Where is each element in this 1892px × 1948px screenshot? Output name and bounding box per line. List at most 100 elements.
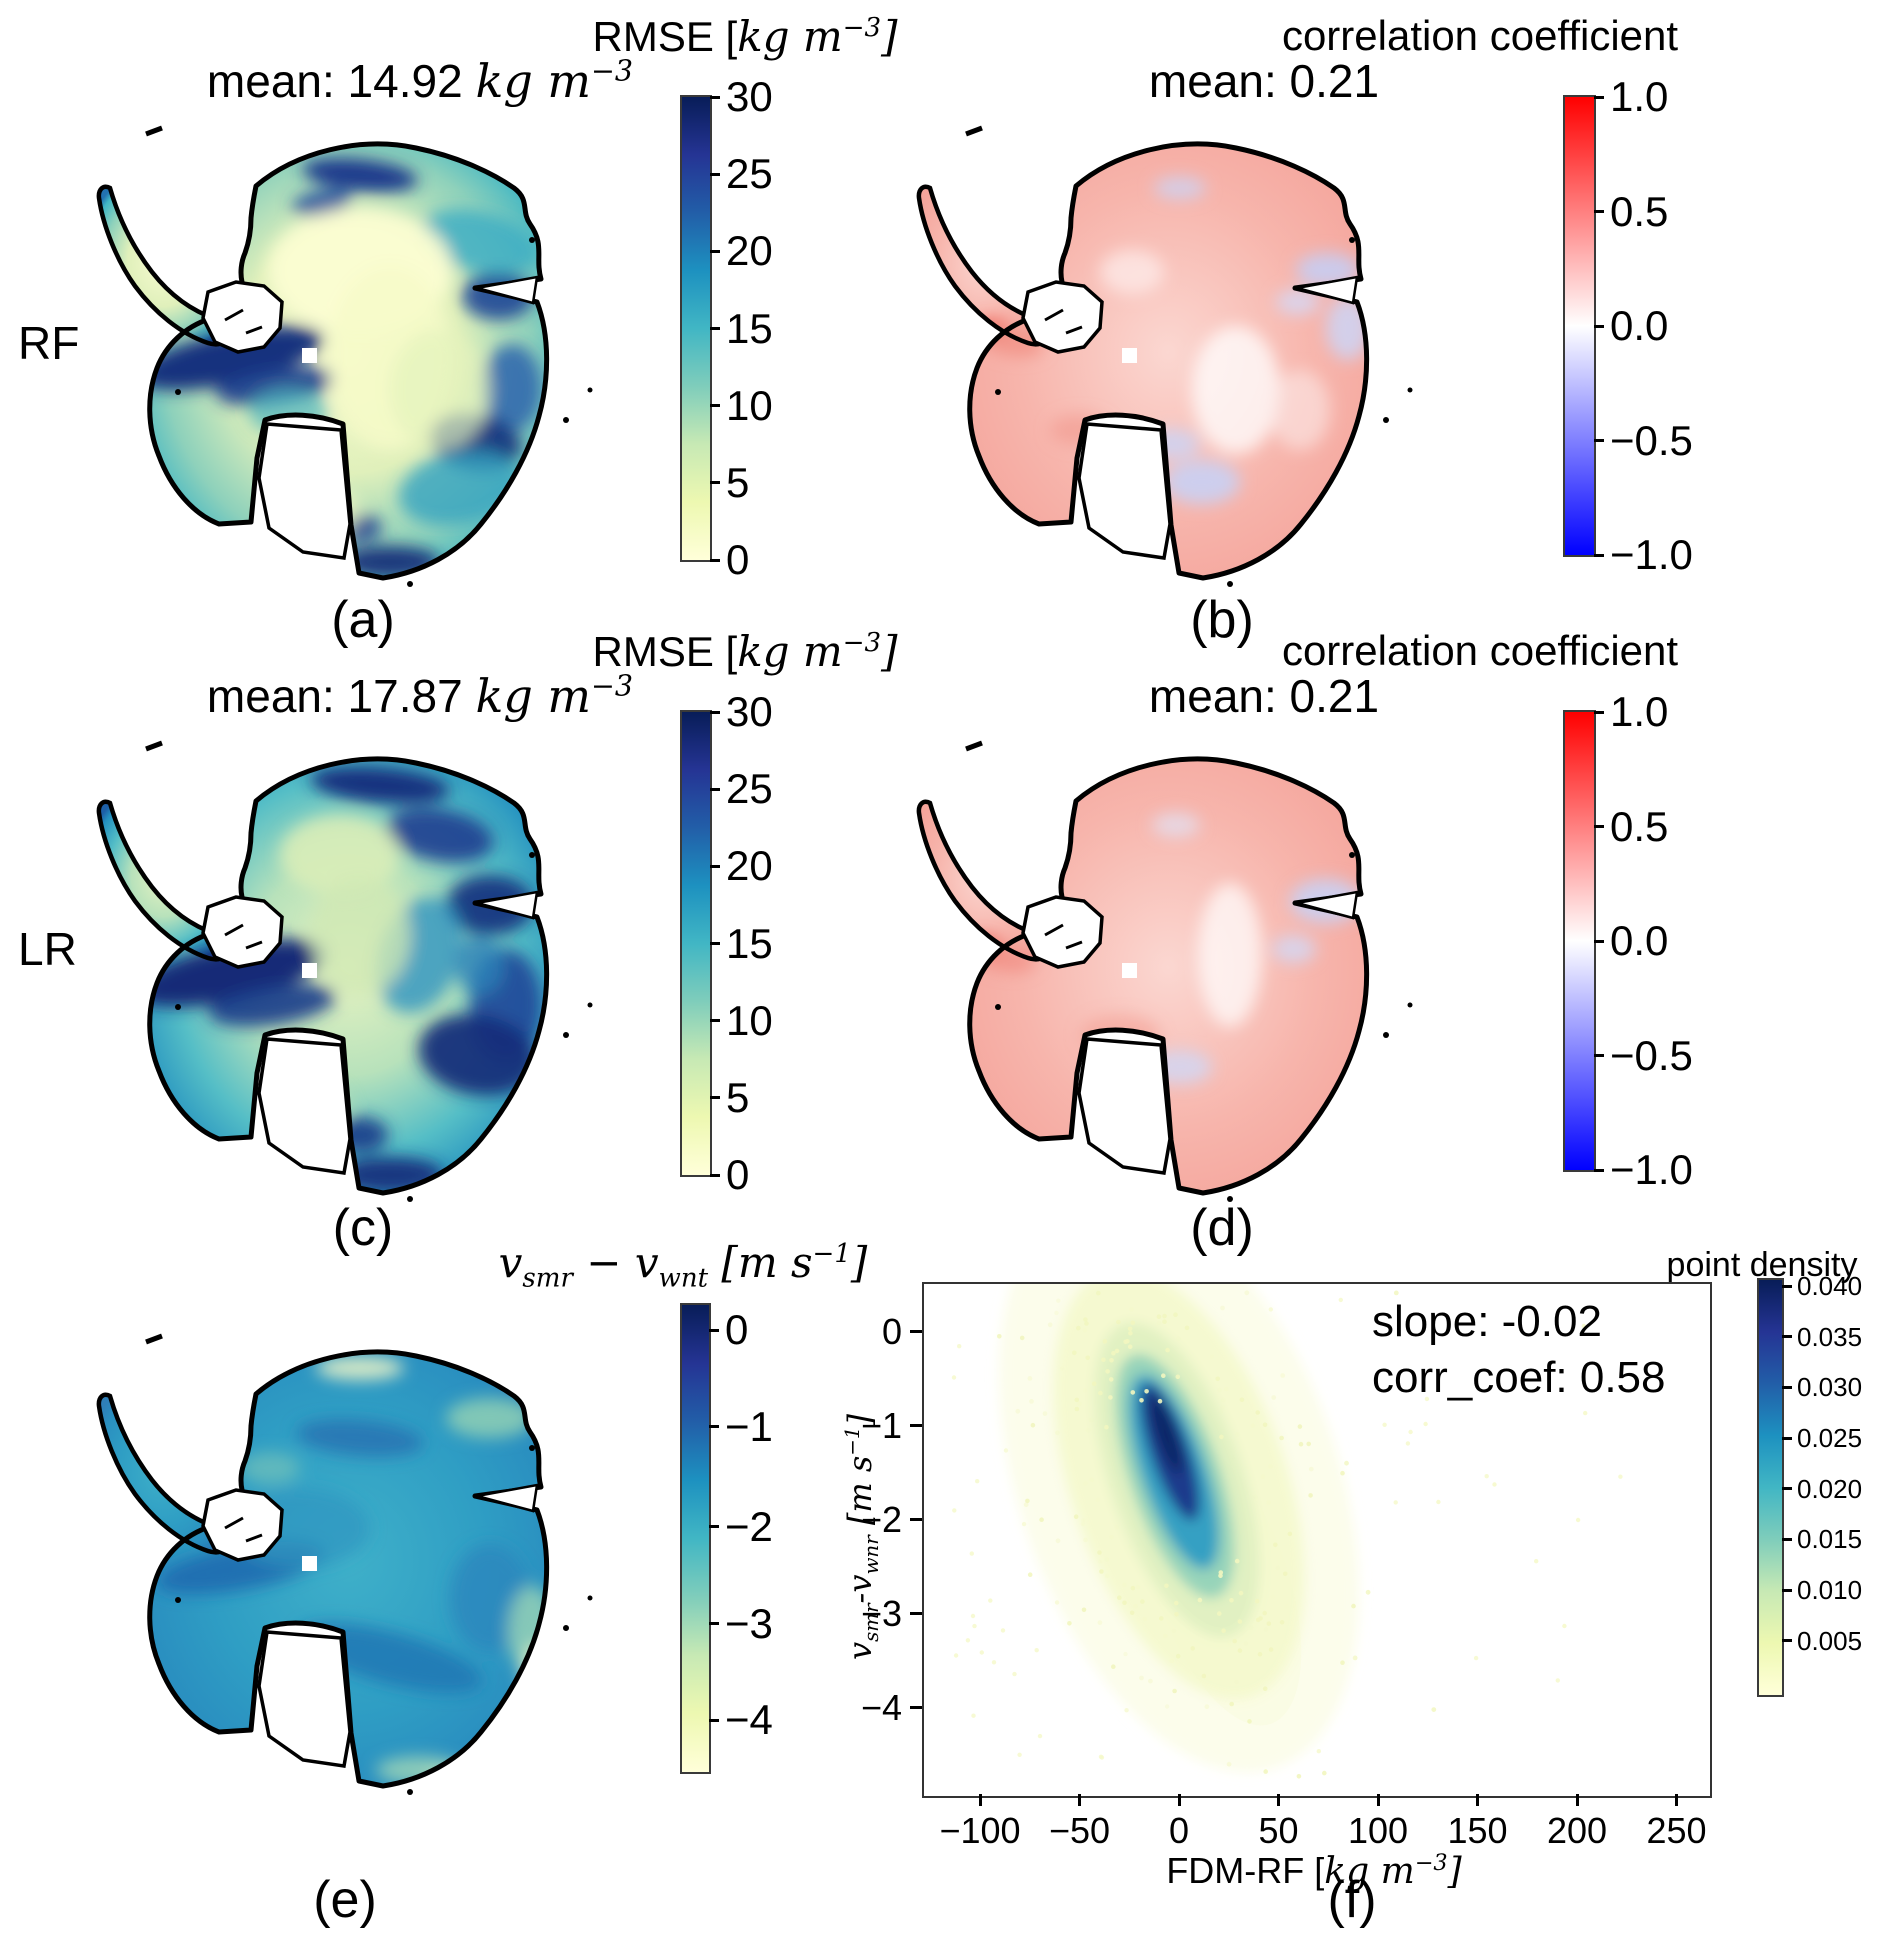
axis-tick-mark	[910, 1329, 922, 1333]
colorbar-tick-label: −3	[725, 1599, 773, 1647]
x-tick-label: 200	[1546, 1810, 1608, 1851]
mean-label-a: mean: 14.92 kg m−3	[207, 54, 633, 108]
colorbar-tick: 0.015	[1782, 1526, 1862, 1552]
map-antarctica-corr-lr	[880, 705, 1480, 1225]
colorbar-tick-label: 20	[726, 227, 773, 275]
colorbar-tick-label: 0.035	[1797, 1321, 1863, 1352]
colorbar-tick: −0.5	[1594, 419, 1693, 462]
colorbar-vdiff-e: 0 −1 −2 −3 −4	[680, 1303, 773, 1774]
colorbar-tick: 0.5	[1594, 187, 1669, 235]
axis-tick-mark	[1476, 1794, 1479, 1806]
colorbar-tick: −0.5	[1594, 1034, 1693, 1077]
colorbar-tick-mark	[1594, 710, 1604, 714]
colorbar-tick: −1.0	[1594, 1149, 1693, 1191]
colorbar-tick-mark	[710, 481, 720, 485]
colorbar-tick-mark	[709, 1328, 719, 1332]
colorbar-tick-mark	[1594, 439, 1604, 442]
label-fragment: ]	[850, 1238, 868, 1287]
label-fragment: [	[840, 1512, 879, 1536]
map-antarctica-rmse-rf	[60, 90, 660, 610]
colorbar-tick-label: 10	[726, 996, 773, 1044]
colorbar-tick-label: 0.5	[1610, 187, 1669, 235]
x-axis-label: FDM-RF [kg m−3]	[1166, 1850, 1461, 1892]
colorbar-tick: 25	[710, 153, 773, 195]
colorbar-tick-mark	[1594, 324, 1604, 328]
colorbar-tick: −1	[709, 1402, 773, 1450]
colorbar-tick-mark	[710, 787, 720, 791]
colorbar-tick: −4	[709, 1699, 773, 1741]
axis-tick-mark	[1078, 1794, 1081, 1806]
x-tick-label: −100	[939, 1810, 1021, 1851]
colorbar-title-vdiff-e: vsmr − vwnt [m s−1]	[499, 1238, 868, 1293]
label-fragment: smr	[860, 1603, 884, 1642]
colorbar-title-rmse-c: RMSE [kg m−3]	[593, 627, 898, 676]
x-tick-label: 150	[1447, 1810, 1508, 1851]
label-fragment: −3	[591, 54, 634, 88]
colorbar-tick-mark	[709, 1525, 719, 1529]
label-fragment: kg m	[737, 12, 843, 61]
colorbar-tick-mark	[710, 1173, 720, 1177]
colorbar-tick: 0.005	[1782, 1628, 1862, 1654]
colorbar-tick-mark	[710, 404, 720, 408]
label-fragment: −3	[1414, 1850, 1448, 1876]
colorbar-tick: 0.035	[1782, 1324, 1862, 1350]
colorbar-corr-b: 1.0 0.5 0.0 −0.5 −1.0	[1563, 76, 1693, 576]
colorbar-tick-mark	[1782, 1588, 1792, 1592]
colorbar-tick: 1.0	[1594, 76, 1668, 118]
axis-tick-mark	[910, 1705, 922, 1709]
x-tick-label: 250	[1646, 1810, 1707, 1851]
colorbar-tick-mark	[1594, 825, 1604, 828]
colorbar-tick-mark	[1782, 1385, 1792, 1389]
caption-b: (b)	[1190, 591, 1254, 649]
colorbar-tick: −3	[709, 1599, 773, 1647]
colorbar-tick: 0	[710, 539, 749, 581]
y-axis-label: vsmr-vwnr [m s−1]	[841, 1414, 883, 1660]
colorbar-tick-label: 30	[726, 73, 773, 120]
mean-label-c: mean: 17.87 kg m−3	[207, 669, 633, 723]
colorbar-tick: 0.030	[1782, 1374, 1862, 1400]
label-fragment: v	[840, 1641, 879, 1660]
colorbar-tick-label: −1	[725, 1402, 773, 1450]
label-fragment: v	[634, 1238, 659, 1287]
colorbar-tick-mark	[1782, 1284, 1792, 1288]
colorbar-tick: 10	[710, 996, 773, 1044]
colorbar-tick-mark	[1782, 1537, 1792, 1541]
colorbar-tick-mark	[710, 942, 720, 945]
colorbar-tick-label: −1.0	[1610, 1146, 1693, 1193]
colorbar-tick: 5	[710, 1076, 749, 1119]
colorbar-tick: 0.040	[1782, 1273, 1862, 1299]
colorbar-tick: 20	[710, 845, 773, 887]
row-label-rf: RF	[18, 317, 80, 369]
colorbar-tick-label: −4	[725, 1696, 773, 1744]
colorbar-tick-label: 0.020	[1797, 1473, 1863, 1504]
colorbar-tick: 15	[710, 307, 773, 350]
colorbar-tick-mark	[1594, 1168, 1604, 1172]
colorbar-tick-mark	[710, 1096, 720, 1100]
map-antarctica-corr-rf	[880, 90, 1480, 610]
colorbar-tick: 5	[710, 461, 749, 504]
colorbar-tick-label: 0.030	[1797, 1372, 1863, 1403]
label-fragment: kg m	[475, 54, 592, 108]
colorbar-tick: 20	[710, 230, 773, 272]
colorbar-tick-mark	[710, 95, 720, 99]
y-tick-label: −4	[860, 1687, 902, 1728]
colorbar-tick-mark	[1782, 1436, 1792, 1440]
colorbar-tick-mark	[710, 327, 720, 330]
colorbar-title-corr-d: correlation coefficient	[1281, 627, 1679, 674]
colorbar-tick-label: 25	[726, 765, 773, 813]
colorbar-tick-label: 0	[726, 1151, 750, 1198]
label-fragment: ]	[881, 12, 898, 61]
colorbar-tick-label: −2	[725, 1502, 773, 1550]
colorbar-tick-label: 1.0	[1610, 688, 1669, 735]
x-tick-label: 0	[1168, 1810, 1190, 1851]
row-label-lr: LR	[18, 923, 77, 975]
colorbar-tick: 0.010	[1782, 1577, 1862, 1603]
annotation-slope: slope: -0.02	[1372, 1297, 1602, 1346]
label-fragment: RMSE [	[592, 628, 738, 675]
mean-label-b: mean: 0.21	[1148, 55, 1380, 107]
colorbar-tick-label: 0.0	[1610, 302, 1669, 349]
colorbar-tick-mark	[710, 558, 720, 562]
colorbar-tick-label: 30	[726, 688, 773, 735]
scatter-density-plot	[922, 1282, 1712, 1798]
